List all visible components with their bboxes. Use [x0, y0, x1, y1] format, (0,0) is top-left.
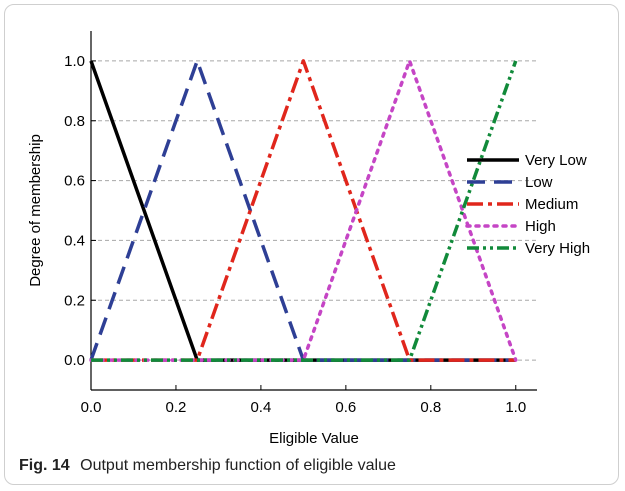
x-tick-label: 0.2	[166, 399, 187, 416]
x-tick-label: 1.0	[505, 399, 526, 416]
y-tick-label: 0.6	[64, 173, 85, 190]
x-axis-label: Eligible Value	[269, 430, 359, 447]
legend-label: Very Low	[525, 152, 587, 169]
legend-label: Medium	[525, 196, 578, 213]
x-tick-label: 0.0	[81, 399, 102, 416]
x-tick-label: 0.4	[250, 399, 271, 416]
legend-label: Low	[525, 174, 553, 191]
series-line-very-high	[91, 60, 518, 362]
y-axis-label: Degree of membership	[27, 134, 44, 287]
y-tick-label: 0.8	[64, 113, 85, 130]
membership-chart: 0.0 0.2 0.4 0.6 0.8 1.0 0.0 0.2 0.4 0.6 0.8 1.0 Elig…	[27, 31, 590, 447]
series-line-low	[89, 59, 516, 362]
x-tick-label: 0.8	[420, 399, 441, 416]
x-tick-label: 0.6	[335, 399, 356, 416]
y-tick-label: 0.2	[64, 292, 85, 309]
caption-text: Output membership function of eligible v…	[80, 457, 396, 474]
figure-caption: Fig. 14 Output membership function of el…	[19, 457, 396, 475]
y-tick-label: 1.0	[64, 53, 85, 70]
y-tick-label: 0.4	[64, 232, 85, 249]
series-line-high	[89, 59, 518, 362]
caption-label: Fig. 14	[19, 457, 70, 474]
y-tick-label: 0.0	[64, 352, 85, 369]
legend-label: High	[525, 218, 556, 235]
series-line-medium	[91, 59, 516, 362]
series-line-very-low	[89, 60, 516, 362]
figure-frame: 0.0 0.2 0.4 0.6 0.8 1.0 0.0 0.2 0.4 0.6 0.8 1.0 Elig…	[4, 4, 619, 485]
legend-label: Very High	[525, 240, 590, 257]
